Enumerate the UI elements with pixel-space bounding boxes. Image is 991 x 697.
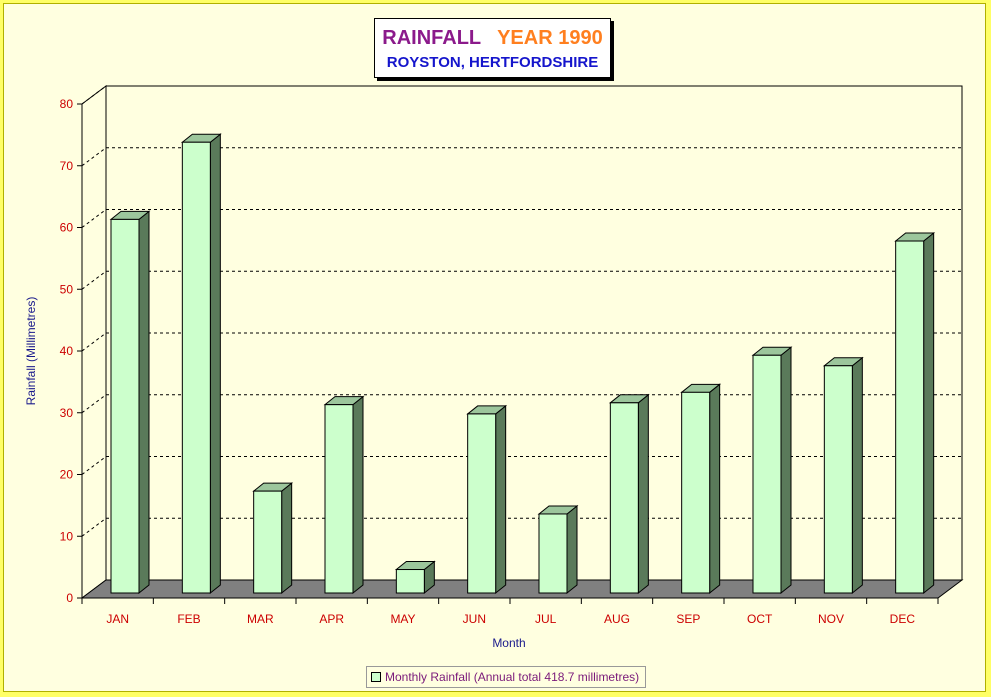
x-tick-label: JUN bbox=[463, 612, 486, 626]
x-tick-label: MAR bbox=[247, 612, 274, 626]
bar-side-oct bbox=[780, 346, 792, 595]
bar-nov bbox=[823, 365, 853, 594]
chart-subtitle: ROYSTON, HERTFORDSHIRE bbox=[386, 54, 599, 71]
x-tick-label: AUG bbox=[604, 612, 630, 626]
legend-swatch bbox=[371, 672, 381, 682]
bar-jul bbox=[538, 513, 568, 594]
chart-title-main: RAINFALL bbox=[382, 27, 481, 49]
x-tick-label: DEC bbox=[890, 612, 916, 626]
gridline-depth bbox=[81, 456, 107, 475]
x-tick-label: NOV bbox=[818, 612, 844, 626]
bar-side-feb bbox=[209, 133, 221, 595]
x-tick-label: FEB bbox=[177, 612, 200, 626]
bar-side-aug bbox=[637, 393, 649, 595]
bar-side-dec bbox=[923, 231, 935, 595]
bar-side-sep bbox=[709, 383, 721, 595]
gridline-depth bbox=[81, 394, 107, 414]
gridline-depth bbox=[81, 147, 107, 167]
bar-mar bbox=[253, 490, 283, 594]
bar-apr bbox=[324, 404, 354, 594]
bar-side-jun bbox=[495, 404, 507, 595]
bar-feb bbox=[181, 141, 211, 594]
bar-side-nov bbox=[851, 356, 863, 595]
gridline-depth bbox=[81, 209, 107, 228]
bar-may bbox=[395, 569, 425, 594]
bar-side-jan bbox=[138, 210, 150, 595]
bar-oct bbox=[752, 354, 782, 594]
legend-label: Monthly Rainfall (Annual total 418.7 mil… bbox=[385, 670, 640, 684]
x-tick-label: JAN bbox=[106, 612, 129, 626]
y-tick-label: 10 bbox=[60, 529, 74, 543]
chart-title-year: YEAR 1990 bbox=[497, 27, 603, 49]
y-tick-label: 80 bbox=[60, 97, 74, 111]
chart-title-box: RAINFALL YEAR 1990 ROYSTON, HERTFORDSHIR… bbox=[374, 18, 611, 78]
gridline-depth bbox=[81, 270, 107, 290]
y-tick-label: 50 bbox=[60, 282, 74, 296]
x-tick-label: OCT bbox=[747, 612, 773, 626]
bar-aug bbox=[609, 402, 639, 594]
bar-side-mar bbox=[281, 482, 293, 595]
bar-dec bbox=[895, 240, 925, 594]
y-tick-label: 0 bbox=[66, 591, 73, 605]
gridline-depth bbox=[81, 85, 107, 105]
y-tick-label: 20 bbox=[60, 468, 74, 482]
chart-title: RAINFALL YEAR 1990 bbox=[375, 27, 610, 50]
chart-legend: Monthly Rainfall (Annual total 418.7 mil… bbox=[366, 666, 647, 688]
bar-jan bbox=[110, 218, 140, 594]
y-tick-label: 30 bbox=[60, 406, 74, 420]
bar-sep bbox=[681, 391, 711, 594]
y-tick-label: 70 bbox=[60, 159, 74, 173]
y-tick-label: 60 bbox=[60, 221, 74, 235]
x-tick-label: APR bbox=[319, 612, 344, 626]
bar-side-apr bbox=[352, 395, 364, 595]
gridline-depth bbox=[81, 517, 107, 537]
x-tick-label: JUL bbox=[535, 612, 557, 626]
bar-side-jul bbox=[566, 504, 578, 595]
y-axis-title: Rainfall (Millimetres) bbox=[24, 297, 38, 406]
x-tick-label: SEP bbox=[676, 612, 700, 626]
gridline-depth bbox=[81, 332, 107, 352]
x-axis-title: Month bbox=[492, 636, 525, 650]
bar-jun bbox=[467, 413, 497, 594]
x-tick-label: MAY bbox=[390, 612, 415, 626]
y-tick-label: 40 bbox=[60, 344, 74, 358]
